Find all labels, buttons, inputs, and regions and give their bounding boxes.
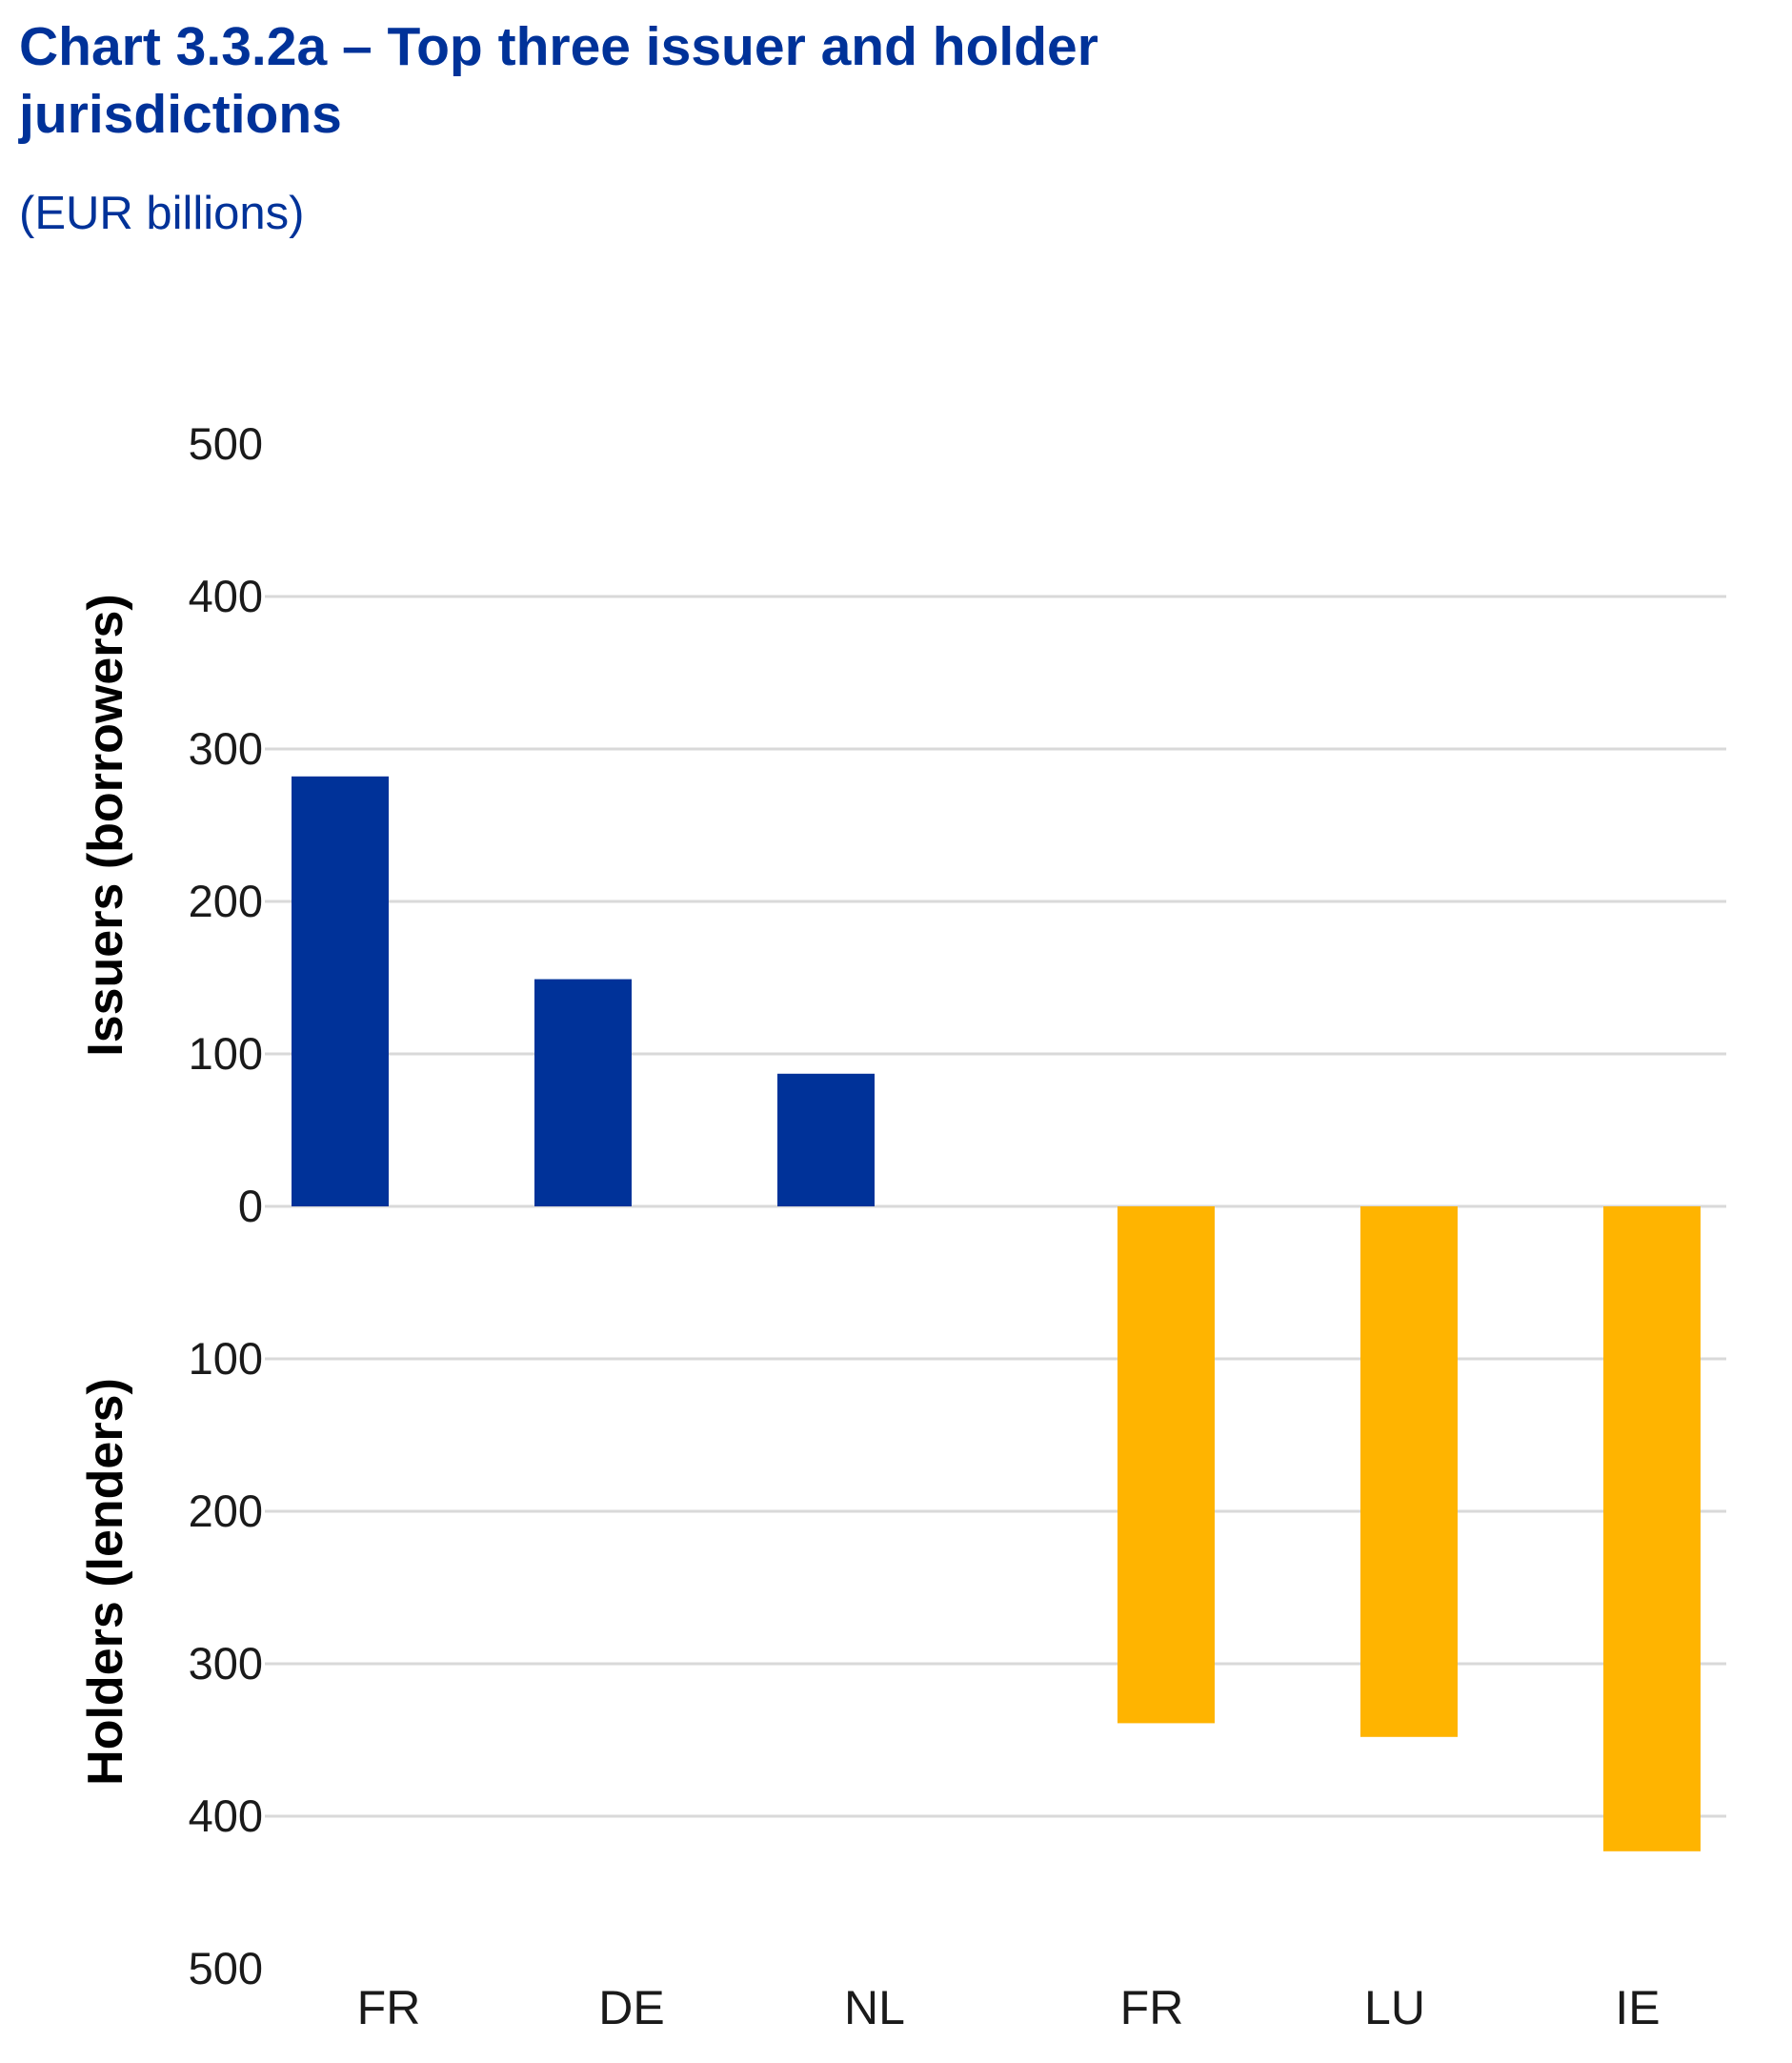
x-category-label-2: NL	[844, 1981, 905, 2034]
bar-fr-issuer	[292, 776, 389, 1206]
y-tick-label-1: 400	[189, 571, 263, 621]
bar-ie-holder	[1603, 1206, 1701, 1851]
bar-de-issuer	[534, 979, 632, 1206]
y-tick-label-7: 200	[189, 1486, 263, 1536]
y-tick-label-9: 400	[189, 1790, 263, 1841]
x-category-label-3: FR	[1120, 1981, 1184, 2034]
bar-lu-holder	[1360, 1206, 1458, 1737]
y-tick-label-2: 300	[189, 723, 263, 774]
x-category-label-4: LU	[1364, 1981, 1425, 2034]
y-axis-title-issuers: Issuers (borrowers)	[78, 594, 133, 1057]
y-tick-label-10: 500	[189, 1943, 263, 1993]
y-axis-title-holders: Holders (lenders)	[78, 1378, 133, 1786]
chart-subtitle: (EUR billions)	[19, 188, 305, 239]
y-tick-label-8: 300	[189, 1638, 263, 1689]
bars	[292, 776, 1701, 1851]
chart-title: Chart 3.3.2a – Top three issuer and hold…	[19, 16, 1098, 145]
y-tick-label-4: 100	[189, 1028, 263, 1079]
y-tick-label-0: 500	[189, 418, 263, 469]
x-category-labels: FR DE NL FR LU IE	[357, 1981, 1661, 2034]
y-tick-label-6: 100	[189, 1333, 263, 1384]
y-tick-labels: 500 400 300 200 100 0 100 200 300 400 500	[189, 418, 263, 1993]
y-tick-label-3: 200	[189, 876, 263, 926]
x-category-label-1: DE	[598, 1981, 664, 2034]
bar-nl-issuer	[777, 1073, 875, 1206]
x-category-label-5: IE	[1615, 1981, 1660, 2034]
bar-fr-holder	[1117, 1206, 1215, 1724]
gridlines	[265, 595, 1726, 1818]
y-tick-label-5: 0	[238, 1181, 263, 1231]
x-category-label-0: FR	[357, 1981, 421, 2034]
